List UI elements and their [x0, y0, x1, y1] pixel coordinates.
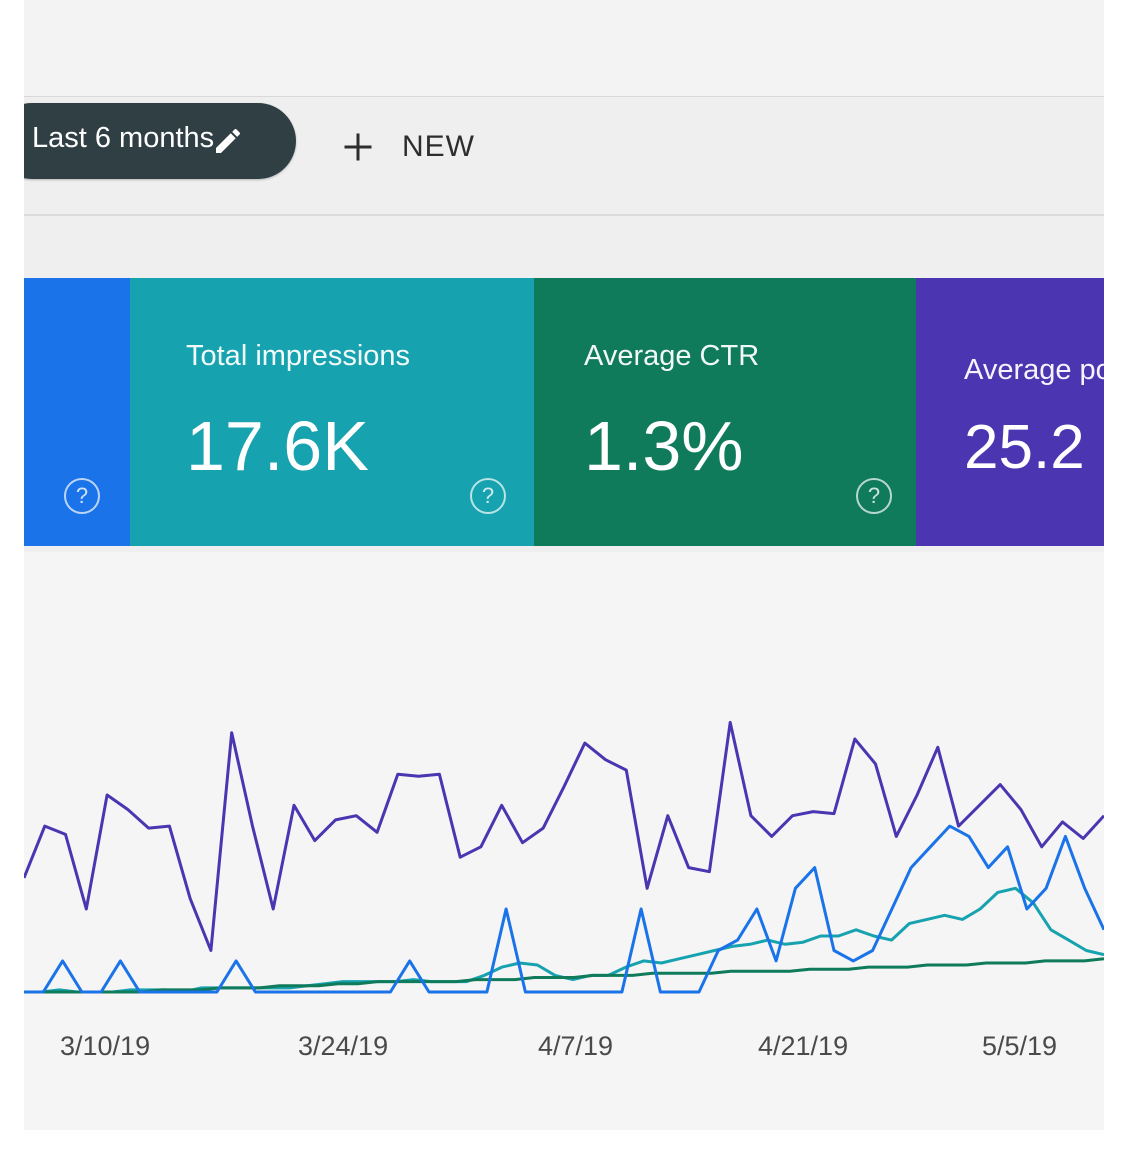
series-line-0 — [24, 720, 1104, 952]
pencil-icon[interactable] — [212, 125, 244, 157]
new-button-label: NEW — [402, 130, 475, 163]
date-filter-chip[interactable]: Last 6 months — [24, 103, 296, 179]
question-circle-icon[interactable]: ? — [470, 478, 506, 514]
new-filter-button[interactable]: NEW — [340, 122, 500, 172]
metric-card-ctr[interactable]: Average CTR 1.3% ? — [534, 278, 916, 546]
metric-value: 1.3% — [584, 407, 744, 485]
x-tick-label: 3/24/19 — [298, 1031, 388, 1061]
x-tick-label: 4/7/19 — [538, 1031, 613, 1061]
metric-title: Average CTR — [584, 340, 760, 372]
x-tick-label: 5/5/19 — [982, 1031, 1057, 1061]
series-line-3 — [24, 824, 1104, 994]
metric-value: 25.2 — [964, 413, 1085, 482]
top-bar — [24, 0, 1104, 97]
line-chart: 3/10/19 3/24/19 4/7/19 4/21/19 5/5/19 — [24, 720, 1104, 1061]
metric-card-clicks[interactable]: ? — [24, 278, 130, 546]
x-tick-label: 4/21/19 — [758, 1031, 848, 1061]
metric-title: Total impressions — [186, 340, 411, 372]
date-filter-label: Last 6 months — [32, 122, 215, 154]
divider — [24, 214, 1104, 216]
metric-card-impressions[interactable]: Total impressions 17.6K ? — [130, 278, 534, 546]
metric-value: 17.6K — [186, 407, 369, 485]
screen: Last 6 months NEW ? Total impressions 17… — [24, 0, 1104, 1130]
question-circle-icon[interactable]: ? — [64, 478, 100, 514]
question-circle-icon[interactable]: ? — [856, 478, 892, 514]
plus-icon — [344, 133, 372, 161]
performance-chart: 3/10/19 3/24/19 4/7/19 4/21/19 5/5/19 — [24, 552, 1104, 1130]
x-tick-label: 3/10/19 — [60, 1031, 150, 1061]
metric-card-position[interactable]: Average pos 25.2 — [916, 278, 1104, 546]
series-line-2 — [24, 957, 1104, 994]
metric-title: Average pos — [964, 354, 1104, 386]
metric-cards: ? Total impressions 17.6K ? Average CTR … — [24, 278, 1104, 548]
